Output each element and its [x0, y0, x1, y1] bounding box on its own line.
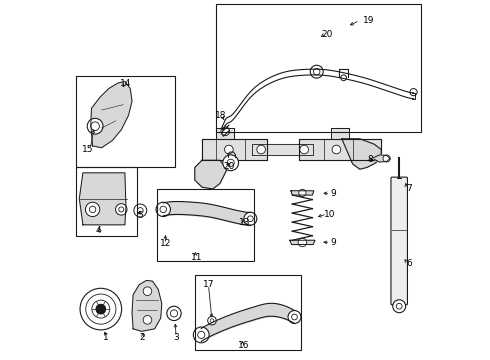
- Circle shape: [223, 155, 239, 171]
- Circle shape: [91, 122, 99, 131]
- Polygon shape: [252, 144, 313, 155]
- Polygon shape: [91, 81, 132, 148]
- Text: 6: 6: [406, 259, 412, 268]
- Bar: [195, 275, 300, 350]
- Circle shape: [298, 238, 307, 247]
- Circle shape: [116, 204, 127, 215]
- Circle shape: [92, 300, 110, 318]
- Text: 20: 20: [322, 30, 333, 39]
- Bar: [76, 167, 137, 235]
- Polygon shape: [291, 191, 314, 195]
- Text: 3: 3: [173, 333, 179, 342]
- Polygon shape: [79, 173, 126, 225]
- Circle shape: [80, 288, 122, 330]
- Circle shape: [85, 202, 100, 217]
- Circle shape: [393, 300, 406, 313]
- Text: 20: 20: [223, 162, 235, 171]
- Text: 9: 9: [330, 189, 336, 198]
- Circle shape: [167, 306, 181, 320]
- Polygon shape: [331, 128, 349, 139]
- Text: 4: 4: [96, 226, 101, 235]
- Circle shape: [134, 204, 147, 217]
- Text: 9: 9: [330, 238, 336, 247]
- Circle shape: [314, 68, 320, 75]
- Circle shape: [288, 311, 301, 323]
- Bar: [157, 189, 254, 261]
- Polygon shape: [132, 280, 162, 331]
- Circle shape: [410, 89, 417, 96]
- Circle shape: [227, 159, 234, 166]
- Text: 13: 13: [239, 218, 250, 227]
- Text: 15: 15: [82, 145, 94, 154]
- Circle shape: [171, 310, 177, 317]
- Circle shape: [194, 327, 209, 343]
- Text: 7: 7: [406, 184, 412, 193]
- Bar: [76, 76, 175, 167]
- Text: 14: 14: [120, 80, 132, 89]
- Circle shape: [156, 202, 171, 217]
- Circle shape: [160, 206, 167, 213]
- Circle shape: [299, 189, 306, 197]
- Text: 8: 8: [367, 155, 373, 164]
- Polygon shape: [195, 160, 227, 189]
- Text: 5: 5: [137, 211, 143, 220]
- FancyBboxPatch shape: [391, 177, 408, 305]
- Text: 16: 16: [238, 341, 249, 350]
- Circle shape: [143, 287, 152, 296]
- Circle shape: [341, 75, 346, 81]
- Text: 2: 2: [139, 333, 145, 342]
- Polygon shape: [342, 139, 381, 169]
- Circle shape: [87, 118, 103, 134]
- Text: 17: 17: [203, 280, 214, 289]
- Circle shape: [143, 316, 152, 324]
- Circle shape: [210, 319, 214, 322]
- Circle shape: [300, 145, 309, 154]
- Circle shape: [244, 212, 257, 225]
- Polygon shape: [216, 128, 234, 139]
- Text: 18: 18: [215, 111, 227, 120]
- Circle shape: [89, 206, 96, 213]
- Polygon shape: [202, 139, 267, 160]
- Circle shape: [137, 208, 143, 213]
- Circle shape: [221, 127, 230, 135]
- Circle shape: [86, 294, 116, 324]
- Circle shape: [383, 155, 390, 162]
- Circle shape: [247, 216, 253, 222]
- Circle shape: [119, 207, 124, 212]
- Text: 11: 11: [191, 253, 202, 262]
- Text: 12: 12: [160, 239, 171, 248]
- Bar: [216, 4, 421, 132]
- Circle shape: [257, 145, 266, 154]
- Circle shape: [197, 331, 205, 338]
- Circle shape: [96, 305, 105, 314]
- Polygon shape: [373, 155, 390, 162]
- Circle shape: [292, 314, 297, 320]
- Circle shape: [332, 145, 341, 154]
- Circle shape: [208, 316, 216, 325]
- Circle shape: [224, 145, 233, 154]
- Polygon shape: [299, 139, 381, 160]
- Text: 1: 1: [103, 333, 109, 342]
- Circle shape: [396, 303, 402, 309]
- Text: 19: 19: [363, 16, 374, 25]
- Circle shape: [310, 65, 323, 78]
- Text: 10: 10: [323, 210, 335, 219]
- Polygon shape: [290, 240, 315, 244]
